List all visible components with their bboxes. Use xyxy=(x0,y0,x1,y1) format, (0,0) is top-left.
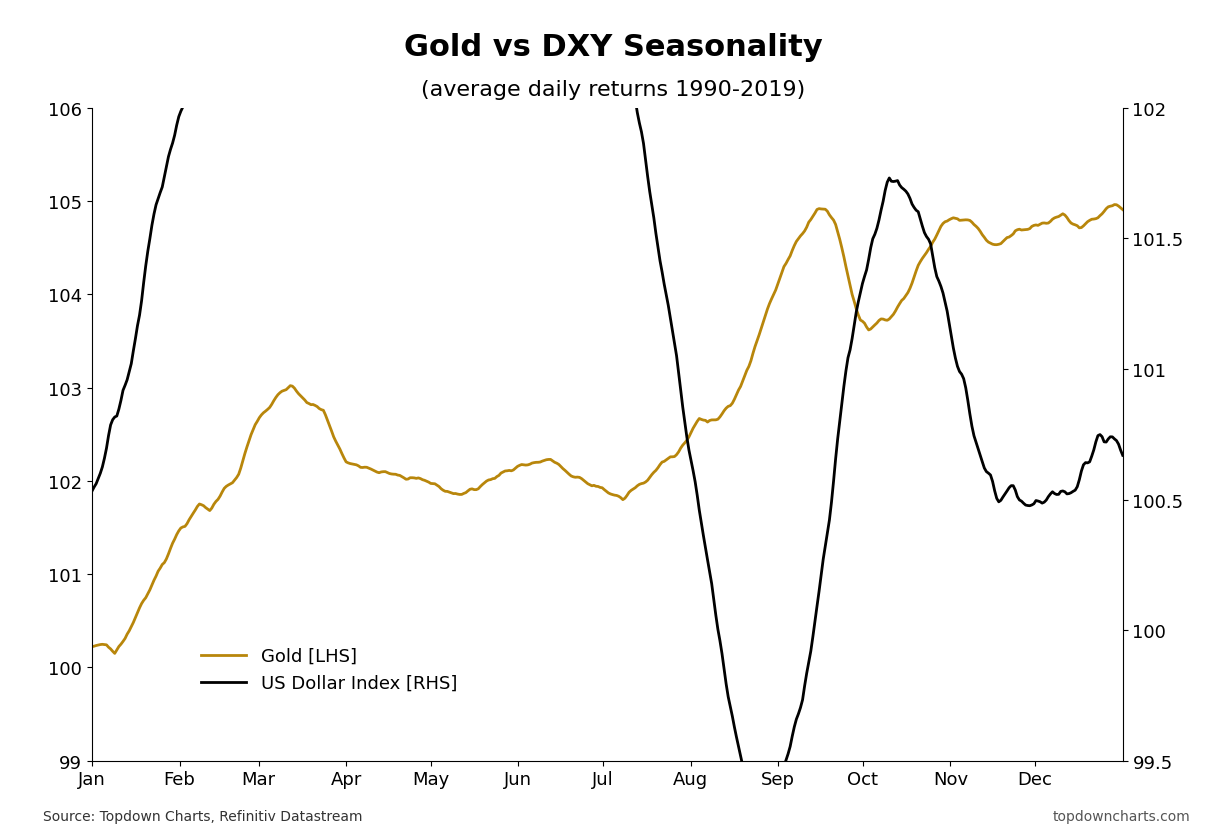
Gold [LHS] xyxy=(701,417,715,427)
Gold [LHS] xyxy=(931,227,946,237)
US Dollar Index [RHS] xyxy=(701,555,715,565)
Gold [LHS] xyxy=(85,642,99,652)
Gold [LHS] xyxy=(577,476,591,486)
Text: Source: Topdown Charts, Refinitiv Datastream: Source: Topdown Charts, Refinitiv Datast… xyxy=(43,809,362,823)
Gold [LHS] xyxy=(108,649,123,659)
Text: topdowncharts.com: topdowncharts.com xyxy=(1053,809,1190,823)
Gold [LHS] xyxy=(1092,212,1107,222)
US Dollar Index [RHS] xyxy=(85,487,99,497)
US Dollar Index [RHS] xyxy=(644,201,659,211)
Line: US Dollar Index [RHS]: US Dollar Index [RHS] xyxy=(92,0,1123,793)
US Dollar Index [RHS] xyxy=(1115,451,1130,461)
US Dollar Index [RHS] xyxy=(934,282,948,292)
Line: Gold [LHS]: Gold [LHS] xyxy=(92,206,1123,654)
Text: (average daily returns 1990-2019): (average daily returns 1990-2019) xyxy=(421,79,806,99)
Gold [LHS] xyxy=(644,470,659,480)
Gold [LHS] xyxy=(583,480,598,490)
Gold [LHS] xyxy=(1115,206,1130,216)
Text: Gold vs DXY Seasonality: Gold vs DXY Seasonality xyxy=(404,33,823,63)
Gold [LHS] xyxy=(1107,201,1121,211)
US Dollar Index [RHS] xyxy=(1094,432,1109,442)
US Dollar Index [RHS] xyxy=(753,788,768,798)
Legend: Gold [LHS], US Dollar Index [RHS]: Gold [LHS], US Dollar Index [RHS] xyxy=(194,640,464,700)
